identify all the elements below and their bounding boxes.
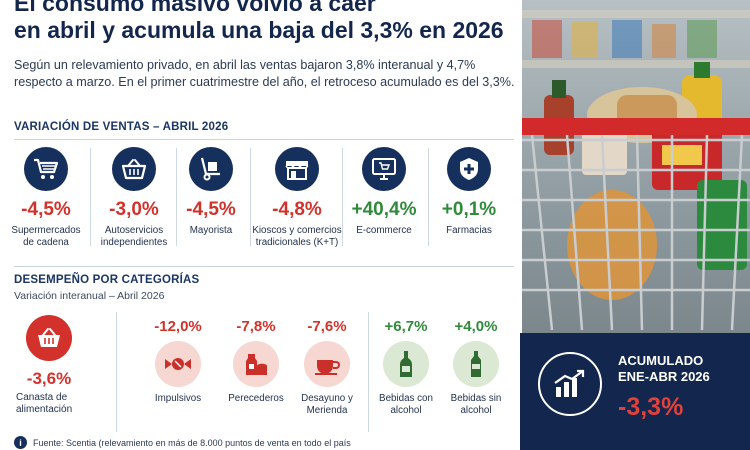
- canasta-alimentacion: -3,6% Canasta de alimentación: [14, 315, 84, 416]
- canasta-label: Canasta de alimentación: [16, 392, 73, 415]
- category-value: -12,0%: [154, 318, 202, 335]
- channel-value: -3,0%: [109, 199, 159, 220]
- source-text: Fuente: Scentia (relevamiento en más de …: [33, 437, 351, 448]
- headline-line-1: El consumo masivo volvió a caer: [14, 0, 376, 16]
- categories-section-subtitle: Variación interanual – Abril 2026: [14, 290, 165, 302]
- category-label: Perecederos: [228, 393, 284, 404]
- column-divider: [90, 148, 91, 246]
- candy-icon: [155, 341, 201, 387]
- category-bebidas-sin-alcohol: +4,0% Bebidas sin alcohol: [442, 318, 510, 417]
- category-label: Bebidas con alcohol: [379, 393, 433, 416]
- hand-truck-icon: [189, 147, 233, 191]
- canasta-value: -3,6%: [26, 369, 72, 388]
- computer-cart-icon: [362, 147, 406, 191]
- infographic-panel: El consumo masivo volvió a caer en abril…: [10, 0, 515, 449]
- accumulated-value: -3,3%: [618, 393, 684, 421]
- channel-value: +40,4%: [351, 199, 417, 220]
- info-icon: i: [14, 436, 27, 449]
- channel-farmacias: +0,1% Farmacias: [432, 145, 506, 260]
- shopping-cart-icon: [24, 147, 68, 191]
- lede-paragraph: Según un relevamiento privado, en abril …: [14, 58, 515, 89]
- category-value: +6,7%: [384, 318, 428, 335]
- channel-autoservicios: -3,0% Autoservicios independientes: [94, 145, 174, 260]
- accumulated-label-line-2: ENE-ABR 2026: [618, 369, 710, 384]
- rising-chart-icon: [538, 352, 602, 416]
- channel-supermercados: -4,5% Supermercados de cadena: [10, 145, 82, 260]
- column-divider: [176, 148, 177, 246]
- column-divider: [368, 312, 369, 432]
- category-label: Bebidas sin alcohol: [450, 393, 502, 416]
- column-divider: [342, 148, 343, 246]
- category-value: -7,8%: [236, 318, 276, 335]
- accumulated-box: ACUMULADO ENE-ABR 2026 -3,3%: [520, 333, 750, 450]
- section-divider: [14, 266, 514, 267]
- footer-source: i Fuente: Scentia (relevamiento en más d…: [14, 436, 351, 449]
- headline: El consumo masivo volvió a caer en abril…: [14, 0, 514, 44]
- column-divider: [116, 312, 117, 432]
- wine-bottle-icon: [383, 341, 429, 387]
- channel-label: Supermercados de cadena: [11, 225, 81, 248]
- channel-value: -4,5%: [21, 199, 71, 220]
- shopping-basket-icon: [112, 147, 156, 191]
- channel-label: Kioscos y comercios tradicionales (K+T): [252, 225, 342, 248]
- category-desayuno: -7,6% Desayuno y Merienda: [292, 318, 362, 417]
- category-perecederos: -7,8% Perecederos: [221, 318, 291, 405]
- categories-section-title: DESEMPEÑO POR CATEGORÍAS: [14, 274, 200, 286]
- category-value: -7,6%: [307, 318, 347, 335]
- accumulated-label-line-1: ACUMULADO: [618, 353, 704, 368]
- channel-value: +0,1%: [441, 199, 497, 220]
- channel-kioscos: -4,8% Kioscos y comercios tradicionales …: [252, 145, 342, 260]
- channel-value: -4,8%: [272, 199, 322, 220]
- section-divider: [14, 139, 514, 140]
- channel-label: E-commerce: [356, 225, 412, 236]
- coffee-cup-icon: [304, 341, 350, 387]
- pharmacy-shield-icon: [447, 147, 491, 191]
- milk-bread-icon: [233, 341, 279, 387]
- storefront-icon: [275, 147, 319, 191]
- column-divider: [428, 148, 429, 246]
- sales-section-title: VARIACIÓN DE VENTAS – ABRIL 2026: [14, 121, 229, 133]
- channel-ecommerce: +40,4% E-commerce: [342, 145, 426, 260]
- channel-mayorista: -4,5% Mayorista: [176, 145, 246, 260]
- category-impulsivos: -12,0% Impulsivos: [143, 318, 213, 405]
- category-label: Impulsivos: [154, 393, 202, 404]
- channel-label: Mayorista: [189, 225, 233, 236]
- headline-line-2: en abril y acumula una baja del 3,3% en …: [14, 17, 504, 43]
- category-bebidas-con-alcohol: +6,7% Bebidas con alcohol: [372, 318, 440, 417]
- channel-value: -4,5%: [186, 199, 236, 220]
- category-value: +4,0%: [454, 318, 498, 335]
- channel-label: Farmacias: [446, 225, 492, 236]
- basket-icon: [26, 315, 72, 361]
- soda-bottle-icon: [453, 341, 499, 387]
- column-divider: [250, 148, 251, 246]
- channel-label: Autoservicios independientes: [100, 225, 168, 248]
- category-label: Desayuno y Merienda: [301, 393, 353, 416]
